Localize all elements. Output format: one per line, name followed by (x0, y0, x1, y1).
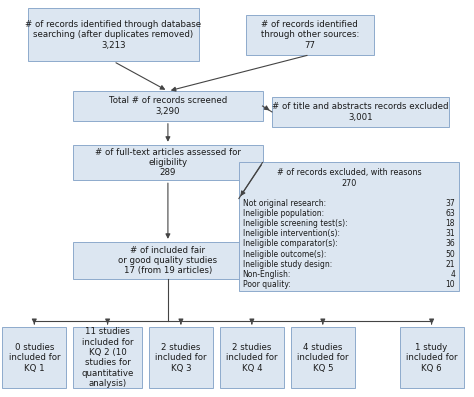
Text: 4 studies
included for
KQ 5: 4 studies included for KQ 5 (297, 343, 348, 372)
Text: # of records identified through database
searching (after duplicates removed)
3,: # of records identified through database… (26, 20, 201, 50)
Text: 2 studies
included for
KQ 3: 2 studies included for KQ 3 (155, 343, 207, 372)
Text: 37: 37 (445, 199, 455, 208)
Text: 10: 10 (446, 280, 455, 289)
Text: 2 studies
included for
KQ 4: 2 studies included for KQ 4 (226, 343, 278, 372)
Text: Ineligible study design:: Ineligible study design: (243, 260, 332, 269)
Text: 31: 31 (446, 229, 455, 238)
Text: 1 study
included for
KQ 6: 1 study included for KQ 6 (406, 343, 457, 372)
Text: 36: 36 (445, 239, 455, 249)
FancyBboxPatch shape (73, 242, 263, 279)
FancyBboxPatch shape (220, 327, 284, 388)
Text: 270: 270 (341, 179, 356, 188)
FancyBboxPatch shape (149, 327, 213, 388)
Text: Not original research:: Not original research: (243, 199, 326, 208)
Text: Ineligible comparator(s):: Ineligible comparator(s): (243, 239, 337, 249)
Text: Total # of records screened
3,290: Total # of records screened 3,290 (109, 96, 227, 116)
FancyBboxPatch shape (73, 91, 263, 121)
FancyBboxPatch shape (73, 327, 142, 388)
Text: 50: 50 (445, 249, 455, 258)
FancyBboxPatch shape (2, 327, 66, 388)
Text: Ineligible population:: Ineligible population: (243, 209, 324, 218)
Text: 4: 4 (450, 270, 455, 279)
Text: Non-English:: Non-English: (243, 270, 291, 279)
FancyBboxPatch shape (239, 162, 459, 291)
Text: 0 studies
included for
KQ 1: 0 studies included for KQ 1 (9, 343, 60, 372)
Text: 11 studies
included for
KQ 2 (10
studies for
quantitative
analysis): 11 studies included for KQ 2 (10 studies… (82, 327, 134, 388)
Text: 63: 63 (445, 209, 455, 218)
Text: # of included fair
or good quality studies
17 (from 19 articles): # of included fair or good quality studi… (118, 246, 218, 276)
FancyBboxPatch shape (400, 327, 464, 388)
FancyBboxPatch shape (272, 97, 449, 127)
FancyBboxPatch shape (291, 327, 355, 388)
Text: # of records identified
through other sources:
77: # of records identified through other so… (261, 20, 359, 50)
Text: # of full-text articles assessed for
eligibility
289: # of full-text articles assessed for eli… (95, 148, 241, 177)
Text: 18: 18 (446, 219, 455, 228)
Text: 21: 21 (446, 260, 455, 269)
Text: # of title and abstracts records excluded
3,001: # of title and abstracts records exclude… (273, 102, 449, 121)
FancyBboxPatch shape (246, 15, 374, 55)
Text: Ineligible screening test(s):: Ineligible screening test(s): (243, 219, 347, 228)
FancyBboxPatch shape (73, 145, 263, 180)
Text: Ineligible intervention(s):: Ineligible intervention(s): (243, 229, 340, 238)
Text: Poor quality:: Poor quality: (243, 280, 291, 289)
FancyBboxPatch shape (28, 8, 199, 62)
Text: # of records excluded, with reasons: # of records excluded, with reasons (276, 168, 421, 177)
Text: Ineligible outcome(s):: Ineligible outcome(s): (243, 249, 326, 258)
